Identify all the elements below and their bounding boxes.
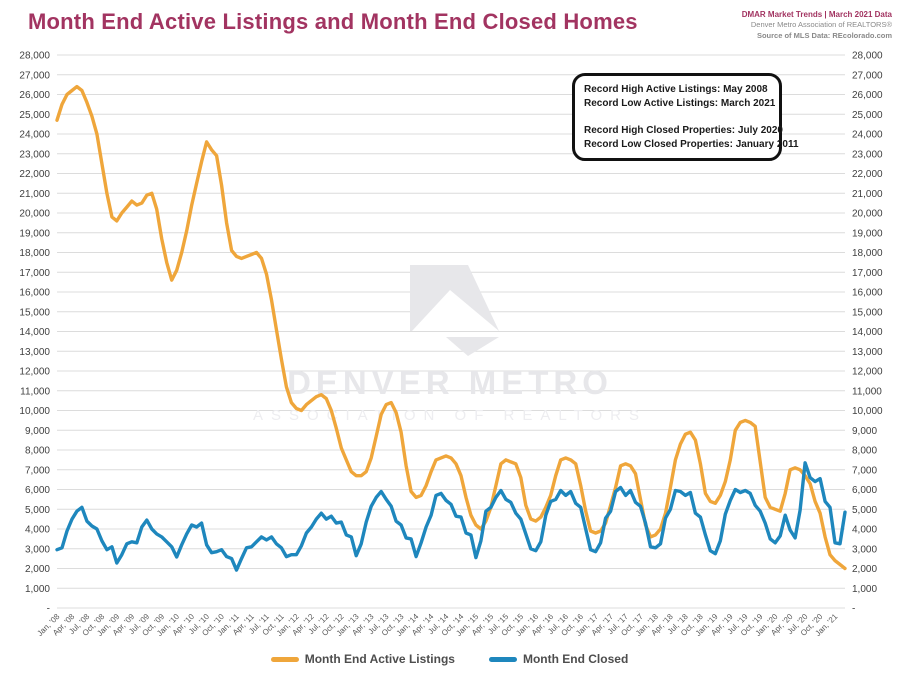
svg-text:7,000: 7,000 — [852, 465, 877, 476]
svg-text:10,000: 10,000 — [19, 406, 50, 417]
watermark: DENVER METRO ASSOCIATION OF REALTORS — [253, 265, 647, 424]
svg-text:10,000: 10,000 — [852, 406, 883, 417]
svg-text:18,000: 18,000 — [852, 248, 883, 259]
record-line: Record Low Active Listings: March 2021 — [584, 98, 776, 109]
svg-text:28,000: 28,000 — [852, 51, 883, 62]
svg-text:12,000: 12,000 — [19, 367, 50, 378]
y-axis-labels: - - 1,000 1,000 2,000 2,000 3,000 3,000 4,000 4,0… — [19, 51, 883, 615]
record-line: Record Low Closed Properties: January 20… — [584, 139, 799, 150]
page-title: Month End Active Listings and Month End … — [28, 9, 638, 34]
data-series — [55, 84, 847, 572]
record-box-spacer — [584, 111, 770, 124]
svg-text:23,000: 23,000 — [852, 149, 883, 160]
svg-text:17,000: 17,000 — [19, 268, 50, 279]
svg-text:9,000: 9,000 — [25, 426, 50, 437]
svg-text:4,000: 4,000 — [25, 525, 50, 536]
svg-text:21,000: 21,000 — [19, 189, 50, 200]
record-line: Record High Active Listings: May 2008 — [584, 84, 768, 95]
svg-text:19,000: 19,000 — [19, 228, 50, 239]
svg-text:7,000: 7,000 — [25, 465, 50, 476]
svg-text:-: - — [47, 604, 50, 615]
svg-text:24,000: 24,000 — [852, 130, 883, 141]
svg-text:22,000: 22,000 — [852, 169, 883, 180]
svg-text:20,000: 20,000 — [19, 209, 50, 220]
record-annotation-box: Record High Active Listings: May 2008 Re… — [572, 73, 799, 161]
svg-text:26,000: 26,000 — [852, 90, 883, 101]
svg-text:25,000: 25,000 — [852, 110, 883, 121]
svg-text:5,000: 5,000 — [25, 505, 50, 516]
svg-text:17,000: 17,000 — [852, 268, 883, 279]
svg-text:20,000: 20,000 — [852, 209, 883, 220]
svg-text:16,000: 16,000 — [19, 288, 50, 299]
svg-text:-: - — [852, 604, 855, 615]
svg-text:1,000: 1,000 — [852, 584, 877, 595]
legend-label: Month End Closed — [522, 652, 629, 666]
legend-label: Month End Active Listings — [304, 652, 455, 666]
svg-text:11,000: 11,000 — [852, 386, 882, 397]
svg-text:8,000: 8,000 — [852, 446, 877, 457]
svg-text:23,000: 23,000 — [19, 149, 50, 160]
watermark-line1: DENVER METRO — [287, 364, 613, 401]
svg-text:27,000: 27,000 — [19, 70, 50, 81]
svg-text:3,000: 3,000 — [25, 544, 50, 555]
svg-text:25,000: 25,000 — [19, 110, 50, 121]
svg-text:5,000: 5,000 — [852, 505, 877, 516]
svg-text:6,000: 6,000 — [25, 485, 50, 496]
legend-item-closed: Month End Closed — [488, 652, 629, 666]
active-listings-swatch-icon — [270, 656, 299, 662]
svg-text:14,000: 14,000 — [19, 327, 50, 338]
svg-text:13,000: 13,000 — [19, 347, 50, 358]
meta-association: Denver Metro Association of REALTORS® — [750, 20, 892, 30]
svg-text:9,000: 9,000 — [852, 426, 877, 437]
svg-text:21,000: 21,000 — [852, 189, 883, 200]
svg-text:15,000: 15,000 — [19, 307, 50, 318]
svg-text:18,000: 18,000 — [19, 248, 50, 259]
svg-text:19,000: 19,000 — [852, 228, 883, 239]
svg-text:8,000: 8,000 — [25, 446, 50, 457]
svg-text:1,000: 1,000 — [25, 584, 50, 595]
svg-text:13,000: 13,000 — [852, 347, 883, 358]
svg-text:11,000: 11,000 — [20, 386, 50, 397]
closed-swatch-icon — [488, 656, 517, 662]
svg-text:2,000: 2,000 — [852, 564, 877, 575]
svg-text:15,000: 15,000 — [852, 307, 883, 318]
svg-text:12,000: 12,000 — [852, 367, 883, 378]
svg-text:26,000: 26,000 — [19, 90, 50, 101]
chart-legend: Month End Active Listings Month End Clos… — [0, 652, 899, 666]
svg-text:14,000: 14,000 — [852, 327, 883, 338]
svg-text:3,000: 3,000 — [852, 544, 877, 555]
meta-source: Source of MLS Data: REcolorado.com — [756, 30, 892, 40]
svg-text:6,000: 6,000 — [852, 485, 877, 496]
svg-text:27,000: 27,000 — [852, 70, 883, 81]
svg-text:2,000: 2,000 — [25, 564, 50, 575]
svg-text:22,000: 22,000 — [19, 169, 50, 180]
record-line: Record High Closed Properties: July 2020 — [584, 125, 783, 136]
dmar-logo-icon — [410, 265, 499, 356]
meta-report-name: DMAR Market Trends | March 2021 Data — [741, 10, 892, 19]
svg-text:16,000: 16,000 — [852, 288, 883, 299]
header-meta: DMAR Market Trends | March 2021 Data Den… — [742, 9, 892, 41]
legend-item-active-listings: Month End Active Listings — [270, 652, 455, 666]
svg-text:28,000: 28,000 — [19, 51, 50, 62]
svg-text:24,000: 24,000 — [19, 130, 50, 141]
watermark-line2: ASSOCIATION OF REALTORS — [253, 407, 647, 424]
svg-text:4,000: 4,000 — [852, 525, 877, 536]
